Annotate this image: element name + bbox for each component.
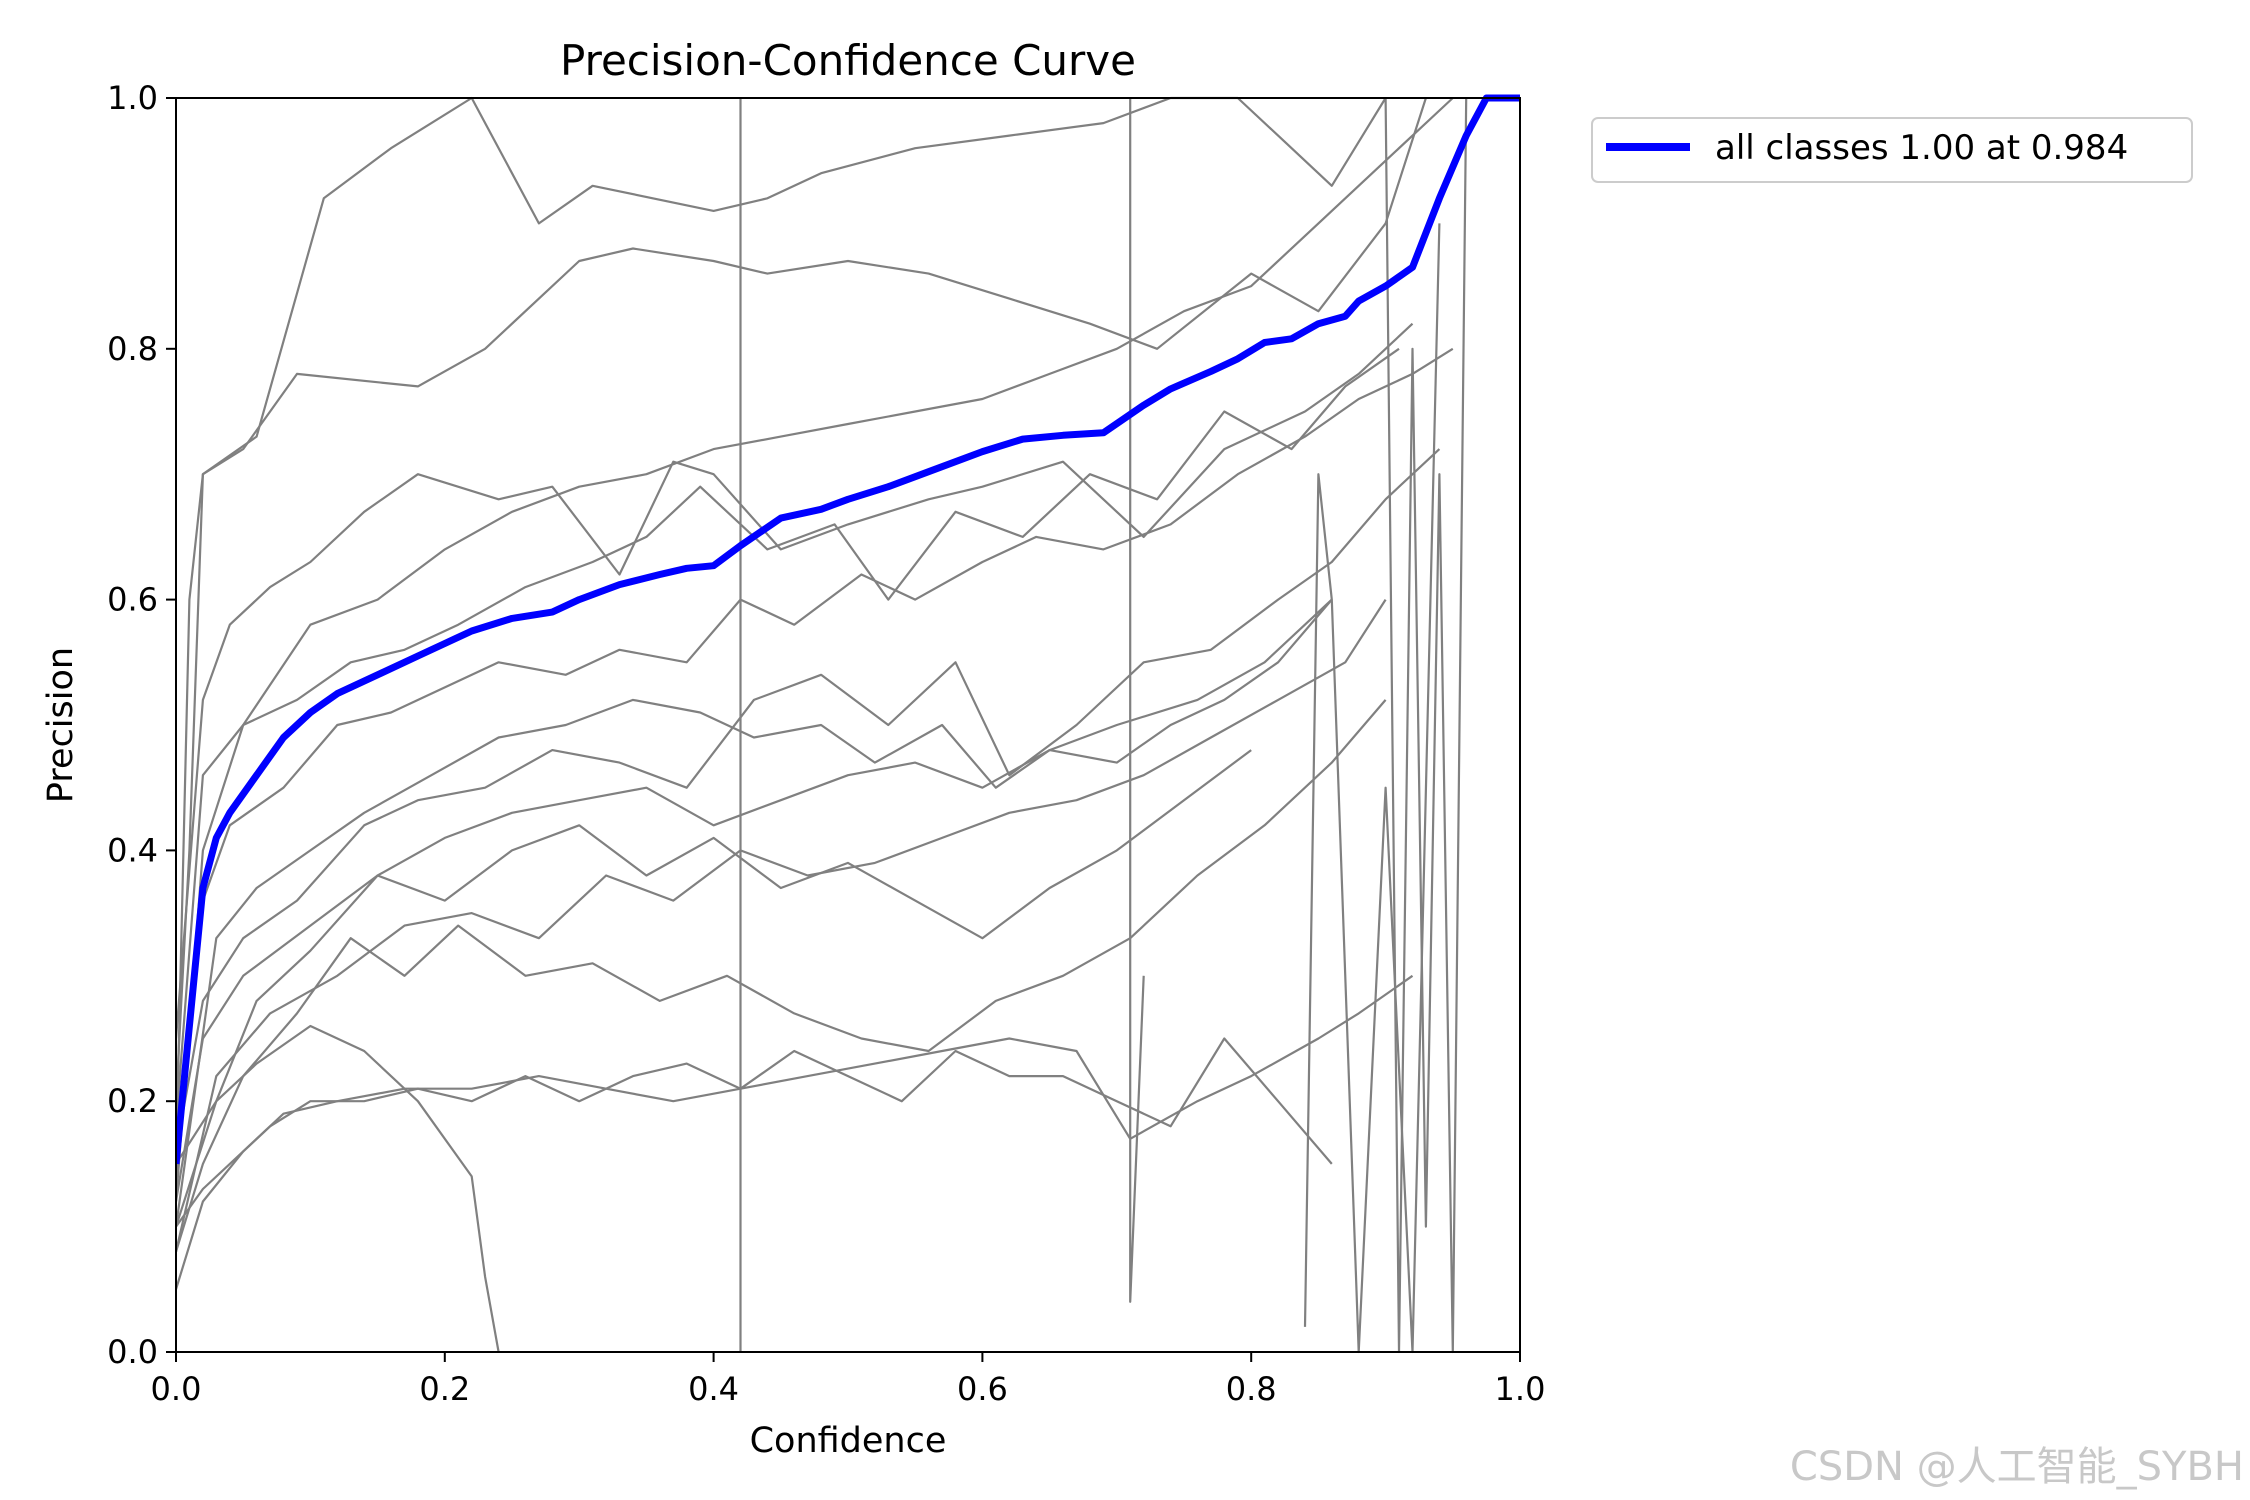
x-tick-label: 0.4 [688, 1370, 739, 1408]
y-tick-label: 1.0 [107, 79, 158, 117]
series-line-class [1129, 98, 1145, 1303]
series-line-class [176, 1037, 1333, 1228]
series-line-class [176, 1024, 500, 1353]
y-tick-label: 0.6 [107, 581, 158, 619]
chart-title: Precision-Confidence Curve [560, 36, 1136, 85]
series-line-class [176, 749, 1252, 1227]
series-line-class [176, 96, 1387, 1164]
y-tick-label: 0.8 [107, 330, 158, 368]
legend-label-all-classes: all classes 1.00 at 0.984 [1715, 128, 2128, 168]
series-line-class [176, 598, 1333, 1202]
series-line-class [1384, 97, 1468, 1354]
x-tick-label: 0.0 [151, 1370, 202, 1408]
series-line-class [176, 598, 1333, 1227]
series-line-class [176, 599, 1387, 1252]
series-line-all-classes [176, 94, 1520, 1165]
legend: all classes 1.00 at 0.984 [1591, 117, 2193, 183]
watermark: CSDN @人工智能_SYBH [1789, 1444, 2244, 1490]
y-axis-label: Precision [41, 647, 81, 803]
x-tick-label: 0.8 [1226, 1370, 1277, 1408]
series-line-class [176, 322, 1414, 1039]
series-line-class [176, 347, 1454, 1177]
y-tick-label: 0.0 [107, 1333, 158, 1371]
plot-frame [175, 97, 1521, 1353]
series-line-class [176, 699, 1387, 1253]
series-line-class [176, 347, 1400, 1127]
x-tick-label: 0.6 [957, 1370, 1008, 1408]
y-tick-label: 0.2 [107, 1082, 158, 1120]
y-tick-label: 0.4 [107, 831, 158, 869]
x-tick-label: 0.2 [419, 1370, 470, 1408]
legend-box [1591, 117, 2193, 183]
ticks-layer: 0.0 0.2 0.4 0.6 0.8 1.0 0.0 0.2 0.4 0.6 0.8 1.0 [107, 79, 1545, 1408]
series-line-class [176, 974, 1414, 1290]
x-tick-label: 1.0 [1495, 1370, 1546, 1408]
series-line-class [176, 97, 1427, 1102]
series-line-class [176, 448, 1441, 1152]
x-axis-label: Confidence [750, 1421, 947, 1461]
series-layer [176, 94, 1520, 1354]
series-line-class [176, 97, 1454, 1202]
